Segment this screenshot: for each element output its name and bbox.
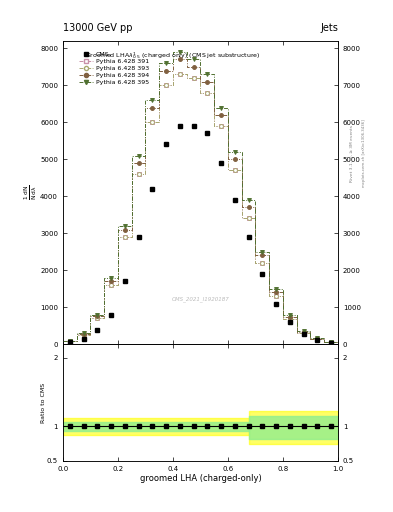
Text: 13000 GeV pp: 13000 GeV pp	[63, 23, 132, 33]
Y-axis label: Ratio to CMS: Ratio to CMS	[40, 382, 46, 422]
Text: Rivet 3.1.10, ≥ 3M events: Rivet 3.1.10, ≥ 3M events	[350, 125, 354, 182]
Text: Jets: Jets	[320, 23, 338, 33]
Text: CMS_2021_I1920187: CMS_2021_I1920187	[172, 296, 229, 302]
X-axis label: groomed LHA (charged-only): groomed LHA (charged-only)	[140, 475, 261, 483]
Y-axis label: $\mathregular{\frac{1}{N}\frac{dN}{d\lambda}}$: $\mathregular{\frac{1}{N}\frac{dN}{d\lam…	[22, 185, 39, 200]
Legend: CMS, Pythia 6.428 391, Pythia 6.428 393, Pythia 6.428 394, Pythia 6.428 395: CMS, Pythia 6.428 391, Pythia 6.428 393,…	[77, 50, 151, 87]
Text: mcplots.cern.ch [arXiv:1306.3436]: mcplots.cern.ch [arXiv:1306.3436]	[362, 120, 365, 187]
Text: Groomed LHA$\lambda^{1}_{0.5}$ (charged only) (CMS jet substructure): Groomed LHA$\lambda^{1}_{0.5}$ (charged …	[85, 50, 261, 61]
